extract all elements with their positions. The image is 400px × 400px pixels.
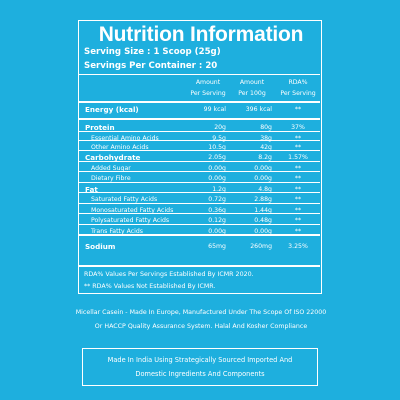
nutrient-label: Essential Amino Acids: [91, 135, 159, 142]
column-header-line: Per Serving: [190, 90, 226, 97]
per-100g-value: 0.00g: [254, 228, 272, 235]
row-divider: [79, 203, 320, 204]
row-divider: [79, 213, 320, 214]
per-serving-value: 0.72g: [208, 196, 226, 203]
nutrient-label: Monosaturated Fatty Acids: [91, 207, 174, 214]
column-header-line: RDA%: [288, 79, 308, 86]
column-header-line: Per 100g: [238, 90, 266, 97]
per-100g-value: 0.00g: [254, 175, 272, 182]
row-divider: [79, 182, 320, 183]
nutrient-label: Fat: [85, 185, 98, 194]
made-in-india-box: Made In India Using Strategically Source…: [82, 348, 318, 386]
row-divider: [79, 171, 320, 172]
rda-value: **: [294, 207, 302, 214]
nutrient-label: Carbohydrate: [85, 153, 141, 162]
rda-value: **: [294, 175, 302, 182]
per-serving-value: 2.05g: [208, 154, 226, 161]
per-serving-value: 20g: [214, 124, 226, 131]
per-serving-value: 99 kcal: [203, 106, 226, 113]
column-header-line: Amount: [195, 79, 221, 86]
rda-value: **: [294, 228, 302, 235]
divider: [79, 101, 320, 103]
per-serving-value: 0.12g: [208, 217, 226, 224]
row-divider: [79, 161, 320, 162]
per-serving-value: 0.00g: [208, 228, 226, 235]
column-header-line: Amount: [239, 79, 265, 86]
nutrient-label: Added Sugar: [91, 165, 131, 172]
per-serving-value: 0.36g: [208, 207, 226, 214]
column-header-rda: RDA% Per Serving: [277, 78, 319, 98]
nutrient-label: Saturated Fatty Acids: [91, 196, 158, 203]
column-header-per-100g: Amount Per 100g: [232, 78, 272, 98]
rda-value: 37%: [291, 124, 305, 131]
nutrient-label: Dietary Fibre: [91, 175, 131, 182]
rda-value: **: [294, 144, 302, 151]
rda-value: **: [294, 135, 302, 142]
servings-per-container: Servings Per Container : 20: [84, 61, 218, 71]
per-serving-value: 1.2g: [212, 186, 226, 193]
per-100g-value: 80g: [260, 124, 272, 131]
per-serving-value: 0.00g: [208, 175, 226, 182]
rda-note: RDA% Values Per Servings Established By …: [84, 271, 254, 278]
row-divider: [79, 150, 320, 151]
column-header-line: Per Serving: [280, 90, 316, 97]
row-divider: [79, 234, 320, 236]
row-divider: [79, 224, 320, 225]
panel-title: Nutrition Information: [98, 23, 304, 46]
column-header-per-serving: Amount Per Serving: [188, 78, 228, 98]
rda-value: 1.57%: [288, 154, 308, 161]
rda-value: 3.25%: [288, 243, 308, 250]
row-divider: [79, 131, 320, 132]
serving-size: Serving Size : 1 Scoop (25g): [84, 47, 221, 57]
row-divider: [79, 140, 320, 141]
made-in-india-line: Domestic Ingredients And Components: [135, 370, 265, 378]
per-100g-value: 0.00g: [254, 165, 272, 172]
statement-line: Or HACCP Quality Assurance System. Halal…: [94, 323, 308, 330]
statement-line: Micellar Casein - Made In Europe, Manufa…: [75, 309, 327, 316]
per-100g-value: 38g: [260, 135, 272, 142]
rda-value: **: [294, 106, 302, 113]
per-serving-value: 65mg: [208, 243, 226, 250]
nutrient-label: Sodium: [85, 242, 116, 251]
rda-value: **: [294, 186, 302, 193]
rda-value: **: [294, 217, 302, 224]
manufacturing-statement: Micellar Casein - Made In Europe, Manufa…: [70, 307, 332, 332]
per-serving-value: 10.5g: [208, 144, 226, 151]
rda-value: **: [294, 196, 302, 203]
per-100g-value: 4.8g: [258, 186, 272, 193]
row-divider: [79, 118, 320, 120]
divider: [79, 265, 320, 267]
divider: [79, 74, 320, 75]
nutrient-label: Energy (kcal): [85, 105, 139, 114]
made-in-india-line: Made In India Using Strategically Source…: [107, 356, 293, 364]
per-100g-value: 1.44g: [254, 207, 272, 214]
per-serving-value: 9.5g: [212, 135, 226, 142]
nutrient-label: Trans Fatty Acids: [91, 228, 143, 235]
rda-not-established-note: ** RDA% Values Not Established By ICMR.: [84, 283, 216, 290]
per-100g-value: 260mg: [250, 243, 272, 250]
nutrition-panel: Nutrition Information Serving Size : 1 S…: [78, 20, 322, 294]
row-divider: [79, 192, 320, 193]
rda-value: **: [294, 165, 302, 172]
per-100g-value: 396 kcal: [245, 106, 272, 113]
per-100g-value: 2.88g: [254, 196, 272, 203]
per-serving-value: 0.00g: [208, 165, 226, 172]
nutrient-label: Polysaturated Fatty Acids: [91, 217, 170, 224]
per-100g-value: 8.2g: [258, 154, 272, 161]
per-100g-value: 0.48g: [254, 217, 272, 224]
nutrient-label: Protein: [85, 123, 115, 132]
per-100g-value: 42g: [260, 144, 272, 151]
nutrient-label: Other Amino Acids: [91, 144, 149, 151]
